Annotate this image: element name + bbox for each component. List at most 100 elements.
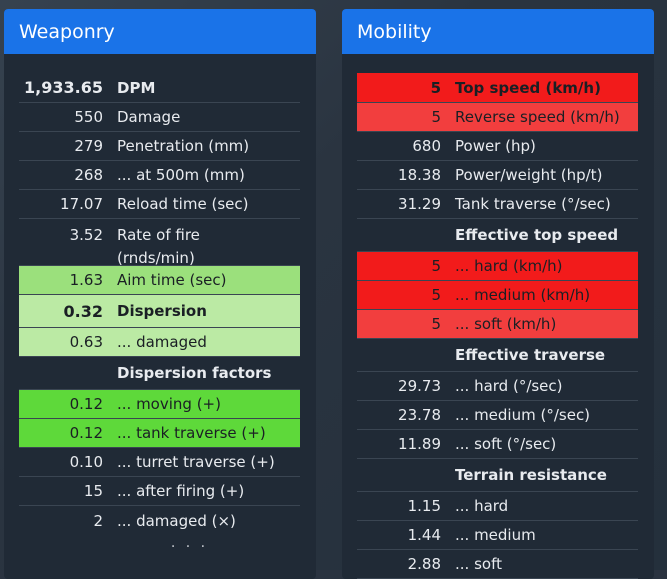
stat-label: Aim time (sec) bbox=[117, 271, 227, 289]
stat-row-after-firing: 15 ... after firing (+) bbox=[19, 477, 300, 506]
stat-label: Tank traverse (°/sec) bbox=[455, 195, 611, 213]
stat-value: 0.32 bbox=[63, 301, 103, 321]
stat-value: 1,933.65 bbox=[24, 78, 103, 97]
stat-value: 23.78 bbox=[398, 406, 441, 424]
weaponry-title: Weaponry bbox=[19, 20, 115, 43]
stat-row-moving: 0.12 ... moving (+) bbox=[19, 390, 300, 419]
stat-row-traverse-soft: 11.89 ... soft (°/sec) bbox=[357, 430, 638, 459]
stat-value: 15 bbox=[83, 482, 103, 500]
mobility-header: Mobility bbox=[342, 9, 654, 54]
weaponry-header: Weaponry bbox=[4, 9, 316, 54]
stat-label: ... medium bbox=[455, 526, 536, 544]
stat-row-aim-time: 1.63 Aim time (sec) bbox=[19, 266, 300, 295]
mobility-panel: Mobility 5 Top speed (km/h) 5 Reverse sp… bbox=[342, 9, 654, 579]
stat-value: 17.07 bbox=[60, 195, 103, 213]
stat-row-tank-traverse: 0.12 ... tank traverse (+) bbox=[19, 419, 300, 448]
stat-value: 11.89 bbox=[398, 435, 441, 453]
stat-label: DPM bbox=[117, 78, 156, 97]
stat-value: 5 bbox=[430, 78, 441, 97]
stat-row-rate-of-fire: 3.52 Rate of fire (rnds/min) bbox=[19, 219, 300, 267]
section-header-dispersion-factors: Dispersion factors bbox=[19, 357, 300, 390]
stat-value: 1.44 bbox=[407, 526, 441, 544]
stat-label-cont: (rnds/min) bbox=[117, 249, 195, 267]
stat-value: 279 bbox=[74, 137, 103, 155]
stat-label: Top speed (km/h) bbox=[455, 78, 601, 97]
stat-value: 3.52 bbox=[69, 226, 103, 244]
stat-row-dispersion-damaged: 0.63 ... damaged bbox=[19, 328, 300, 357]
stat-value: 0.12 bbox=[69, 395, 103, 413]
stat-value: 5 bbox=[431, 286, 441, 304]
stat-label: Dispersion bbox=[117, 302, 207, 320]
stat-row-dpm: 1,933.65 DPM bbox=[19, 73, 300, 103]
stat-label: ... medium (°/sec) bbox=[455, 406, 591, 424]
stat-row-dispersion: 0.32 Dispersion bbox=[19, 295, 300, 328]
stat-label: ... damaged (×) bbox=[117, 511, 236, 530]
stat-row-pen-500m: 268 ... at 500m (mm) bbox=[19, 161, 300, 190]
stat-label: Power/weight (hp/t) bbox=[455, 166, 603, 184]
stat-label-wrap: Rate of fire (rnds/min) bbox=[117, 224, 300, 270]
stat-row-traverse-hard: 29.73 ... hard (°/sec) bbox=[357, 372, 638, 401]
stat-label: ... turret traverse (+) bbox=[117, 453, 275, 471]
stat-row-penetration: 279 Penetration (mm) bbox=[19, 132, 300, 161]
stat-value: 29.73 bbox=[398, 377, 441, 395]
stat-row-power: 680 Power (hp) bbox=[357, 132, 638, 161]
stat-value: 268 bbox=[74, 166, 103, 184]
stat-value: 550 bbox=[74, 108, 103, 126]
stat-row-speed-soft: 5 ... soft (km/h) bbox=[357, 310, 638, 339]
stat-row-tank-traverse: 31.29 Tank traverse (°/sec) bbox=[357, 190, 638, 219]
section-header-effective-traverse: Effective traverse bbox=[357, 339, 638, 372]
stat-label: ... moving (+) bbox=[117, 395, 221, 413]
stat-value: 1.15 bbox=[407, 497, 441, 515]
section-header-label: Dispersion factors bbox=[117, 364, 272, 382]
stat-value: 0.10 bbox=[69, 453, 103, 471]
stat-label: Reverse speed (km/h) bbox=[455, 108, 620, 126]
stat-label: ... damaged bbox=[117, 333, 207, 351]
section-header-label: Effective traverse bbox=[455, 346, 606, 364]
stat-label: ... soft (km/h) bbox=[455, 315, 557, 333]
stat-row-terrain-medium: 1.44 ... medium bbox=[357, 521, 638, 550]
stat-label: ... hard (°/sec) bbox=[455, 377, 563, 395]
stat-row-speed-hard: 5 ... hard (km/h) bbox=[357, 252, 638, 281]
stat-value: 5 bbox=[431, 315, 441, 333]
stat-row-traverse-medium: 23.78 ... medium (°/sec) bbox=[357, 401, 638, 430]
stat-row-terrain-soft: 2.88 ... soft bbox=[357, 550, 638, 579]
stat-label: ... hard bbox=[455, 497, 509, 515]
stat-label: ... after firing (+) bbox=[117, 482, 245, 500]
stat-label: ... tank traverse (+) bbox=[117, 424, 266, 442]
stat-value: 0.63 bbox=[69, 333, 103, 351]
stat-row-power-weight: 18.38 Power/weight (hp/t) bbox=[357, 161, 638, 190]
mobility-title: Mobility bbox=[357, 20, 432, 43]
stat-label: ... soft (°/sec) bbox=[455, 435, 557, 453]
stat-label: Power (hp) bbox=[455, 137, 536, 155]
stat-row-damaged-mult: 2 ... damaged (×) bbox=[19, 506, 300, 535]
stat-row-top-speed: 5 Top speed (km/h) bbox=[357, 73, 638, 103]
stat-label: ... soft bbox=[455, 555, 502, 573]
stat-label: Penetration (mm) bbox=[117, 137, 250, 155]
stat-label: ... medium (km/h) bbox=[455, 286, 591, 304]
stat-row-turret-traverse: 0.10 ... turret traverse (+) bbox=[19, 448, 300, 477]
more-indicator[interactable]: . . . bbox=[170, 535, 209, 551]
stat-label: Damage bbox=[117, 108, 181, 126]
stat-row-damage: 550 Damage bbox=[19, 103, 300, 132]
stat-row-reverse-speed: 5 Reverse speed (km/h) bbox=[357, 103, 638, 132]
section-header-effective-top-speed: Effective top speed bbox=[357, 219, 638, 252]
stat-value: 2 bbox=[93, 511, 103, 530]
stat-value: 31.29 bbox=[398, 195, 441, 213]
stat-value: 1.63 bbox=[69, 271, 103, 289]
weaponry-panel: Weaponry 1,933.65 DPM 550 Damage 279 Pen… bbox=[4, 9, 316, 579]
stat-value: 18.38 bbox=[398, 166, 441, 184]
stat-value: 0.12 bbox=[69, 424, 103, 442]
section-header-label: Terrain resistance bbox=[455, 466, 607, 484]
stat-value: 5 bbox=[431, 257, 441, 275]
stat-label: ... at 500m (mm) bbox=[117, 166, 245, 184]
stat-row-terrain-hard: 1.15 ... hard bbox=[357, 492, 638, 521]
stat-label: ... hard (km/h) bbox=[455, 257, 563, 275]
stat-value: 5 bbox=[431, 108, 441, 126]
stat-row-reload: 17.07 Reload time (sec) bbox=[19, 190, 300, 219]
stat-value: 680 bbox=[412, 137, 441, 155]
stat-row-speed-medium: 5 ... medium (km/h) bbox=[357, 281, 638, 310]
stat-label: Reload time (sec) bbox=[117, 195, 249, 213]
stat-label: Rate of fire bbox=[117, 226, 200, 244]
section-header-terrain-resistance: Terrain resistance bbox=[357, 459, 638, 492]
section-header-label: Effective top speed bbox=[455, 226, 619, 244]
